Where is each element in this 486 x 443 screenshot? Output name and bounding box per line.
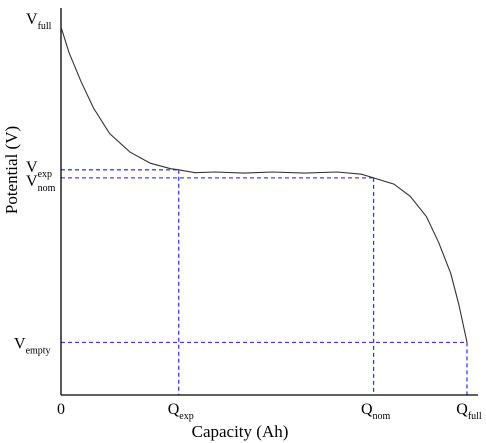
discharge-curve-line	[60, 26, 468, 343]
y-tick-label-nom: Vnom	[26, 173, 56, 194]
x-tick-label-nom: Qnom	[361, 401, 391, 422]
y-tick-label-full: Vfull	[26, 11, 52, 32]
y-axis-label: Potential (V)	[2, 126, 21, 214]
dashed-guides	[61, 169, 468, 395]
y-tick-label-exp: Vexp	[26, 159, 52, 180]
x-tick-label-zero: 0	[57, 401, 65, 418]
x-tick-labels: 0 Qexp Qnom Qfull	[57, 401, 482, 422]
x-tick-label-full: Qfull	[456, 401, 482, 422]
y-tick-label-empty: Vempty	[14, 335, 51, 356]
x-tick-label-exp: Qexp	[168, 401, 194, 422]
x-axis-label: Capacity (Ah)	[192, 422, 289, 441]
